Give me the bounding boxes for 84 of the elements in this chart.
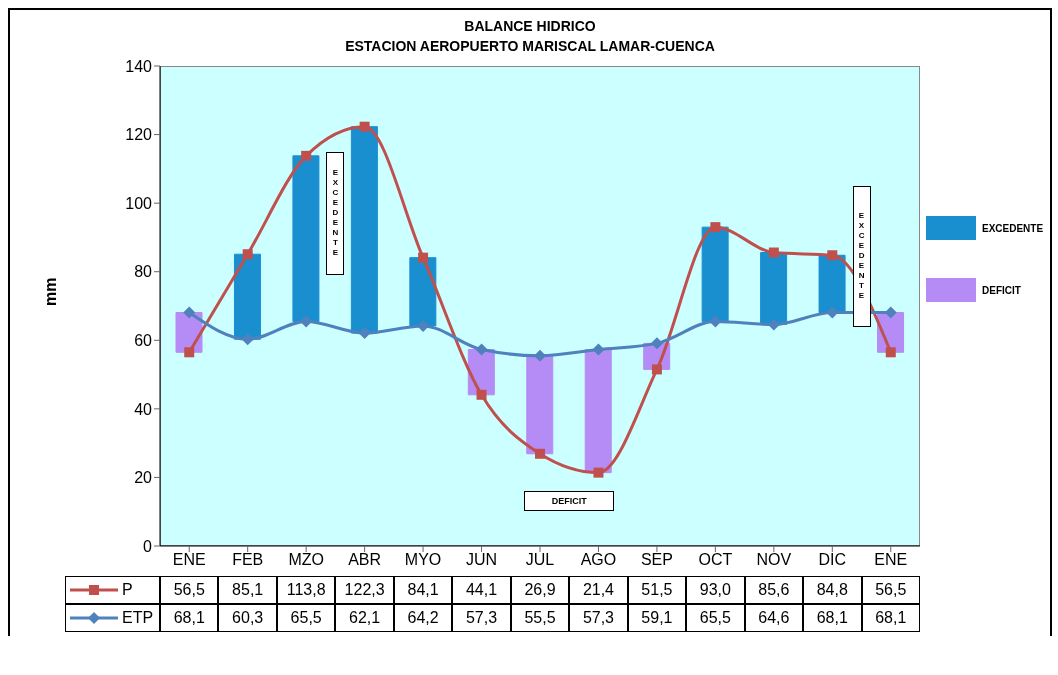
bar (760, 252, 788, 326)
note-box: DEFICIT (524, 491, 615, 512)
x-tick-label: DIC (818, 551, 847, 569)
x-tick-label: MYO (404, 551, 442, 569)
point (418, 252, 429, 263)
data-label: 122,3 (335, 576, 394, 604)
y-axis-title: mm (41, 277, 59, 306)
point (651, 364, 662, 375)
data-label: 68,1 (803, 604, 862, 632)
legend-label: DEFICIT (982, 284, 1021, 296)
data-label: 57,3 (452, 604, 511, 632)
data-label: 84,8 (803, 576, 862, 604)
data-label: 57,3 (569, 604, 628, 632)
data-label: 21,4 (569, 576, 628, 604)
x-tick-label: FEB (232, 551, 264, 569)
y-tick-label: 60 (134, 331, 153, 349)
point (475, 343, 488, 356)
data-label: 64,2 (393, 604, 453, 632)
y-tick-label: 40 (134, 400, 153, 418)
x-tick-label: ENE (874, 551, 908, 569)
data-label: 85,1 (218, 576, 277, 604)
point (710, 222, 721, 233)
point (359, 121, 370, 132)
data-label: 64,6 (744, 604, 804, 632)
data-label: 93,0 (686, 576, 745, 604)
y-tick-label: 80 (134, 263, 153, 281)
x-tick-label: AGO (580, 551, 617, 569)
point (183, 306, 196, 319)
data-label: 59,1 (627, 604, 687, 632)
data-label: 113,8 (276, 576, 336, 604)
data-label: 85,6 (744, 576, 804, 604)
point (534, 349, 546, 362)
y-tick-label: 20 (134, 469, 153, 487)
x-tick-label: ENE (172, 551, 206, 569)
point (650, 337, 663, 350)
data-label: 44,1 (452, 576, 511, 604)
data-label: 56,5 (160, 576, 219, 604)
data-label: 51,5 (627, 576, 687, 604)
bar (818, 254, 846, 314)
bar (526, 355, 554, 455)
x-tick-label: SEP (640, 551, 673, 569)
point (358, 327, 371, 340)
y-tick-label: 120 (125, 126, 153, 144)
data-label: 55,5 (510, 604, 570, 632)
x-tick-label: NOV (756, 551, 792, 569)
legend-label: P (122, 581, 133, 599)
y-tick-label: 140 (125, 57, 153, 75)
x-tick-label: MZO (288, 551, 324, 569)
point (242, 249, 253, 260)
bar (233, 253, 261, 340)
legend-label: EXCEDENTE (982, 222, 1044, 234)
data-label: 68,1 (861, 604, 920, 632)
legend-label: ETP (122, 609, 154, 627)
bar (292, 155, 320, 322)
point (301, 150, 312, 161)
x-tick-label: ABR (348, 551, 382, 569)
bar (350, 126, 378, 334)
chart-title: BALANCE HIDRICO (463, 17, 597, 36)
point (476, 389, 487, 400)
y-tick-label: 0 (143, 537, 153, 555)
data-label: 65,5 (686, 604, 745, 632)
note-box: EXCEDENTE (326, 151, 345, 276)
point (535, 448, 545, 459)
x-tick-label: OCT (698, 551, 733, 569)
x-tick-label: JUN (465, 551, 498, 569)
data-label: 26,9 (510, 576, 570, 604)
y-tick-label: 100 (125, 194, 153, 212)
data-label: 68,1 (160, 604, 219, 632)
data-label: 60,3 (218, 604, 277, 632)
point (827, 250, 838, 261)
point (592, 343, 605, 356)
bar (584, 349, 612, 474)
x-tick-label: JUL (525, 551, 555, 569)
data-label: 65,5 (276, 604, 336, 632)
point (593, 467, 604, 478)
point (241, 333, 254, 346)
chart-subtitle: ESTACION AEROPUERTO MARISCAL LAMAR-CUENCA (344, 37, 716, 56)
data-label: 62,1 (335, 604, 394, 632)
point (885, 347, 896, 358)
point (768, 247, 779, 258)
data-label: 84,1 (393, 576, 453, 604)
data-label: 56,5 (861, 576, 920, 604)
point (184, 347, 195, 358)
bar (701, 226, 729, 322)
